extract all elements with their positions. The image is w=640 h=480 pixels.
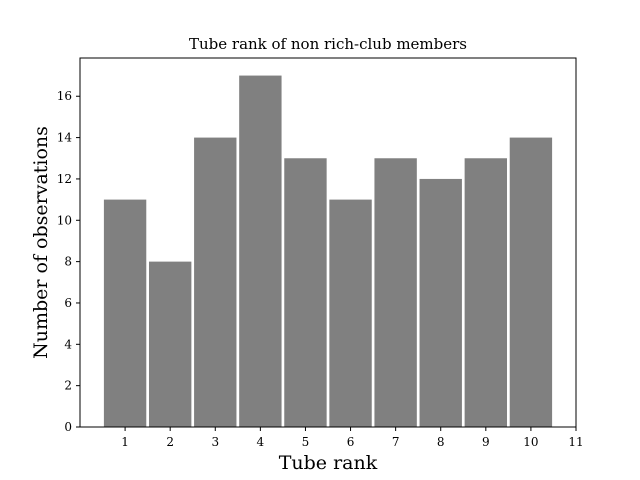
x-tick-label: 2 xyxy=(166,435,174,449)
bar-5 xyxy=(284,158,327,427)
bars xyxy=(103,75,553,428)
bar-1 xyxy=(103,199,147,427)
y-tick-label: 4 xyxy=(64,337,72,351)
x-axis-ticks: 1 2 3 4 5 6 7 8 9 10 11 xyxy=(121,427,584,449)
y-tick-label: 10 xyxy=(57,213,72,227)
x-tick-label: 10 xyxy=(523,435,538,449)
x-axis-label: Tube rank xyxy=(279,452,378,474)
x-tick-label: 1 xyxy=(121,435,129,449)
y-axis-ticks: 0 2 4 6 8 10 12 14 16 xyxy=(57,89,80,434)
bar-8 xyxy=(419,178,462,427)
y-tick-label: 8 xyxy=(64,255,72,269)
y-tick-label: 2 xyxy=(64,379,72,393)
y-tick-label: 12 xyxy=(57,172,72,186)
bar-6 xyxy=(329,199,372,427)
y-tick-label: 14 xyxy=(57,131,73,145)
x-tick-label: 7 xyxy=(392,435,400,449)
x-tick-label: 8 xyxy=(437,435,445,449)
x-tick-label: 9 xyxy=(482,435,490,449)
x-tick-label: 4 xyxy=(257,435,265,449)
y-tick-label: 0 xyxy=(64,420,72,434)
chart-title: Tube rank of non rich-club members xyxy=(189,35,467,53)
bar-4 xyxy=(239,75,282,428)
x-tick-label: 11 xyxy=(568,435,583,449)
y-tick-label: 16 xyxy=(57,89,72,103)
bar-10 xyxy=(509,137,553,427)
y-axis-label: Number of observations xyxy=(30,126,52,359)
bar-7 xyxy=(374,158,417,427)
x-tick-label: 6 xyxy=(347,435,355,449)
bar-2 xyxy=(148,261,192,427)
plot-area-frame xyxy=(79,57,577,428)
x-tick-label: 5 xyxy=(302,435,310,449)
x-tick-label: 3 xyxy=(211,435,219,449)
y-tick-label: 6 xyxy=(64,296,72,310)
bar-3 xyxy=(194,137,237,427)
bar-9 xyxy=(464,158,508,427)
